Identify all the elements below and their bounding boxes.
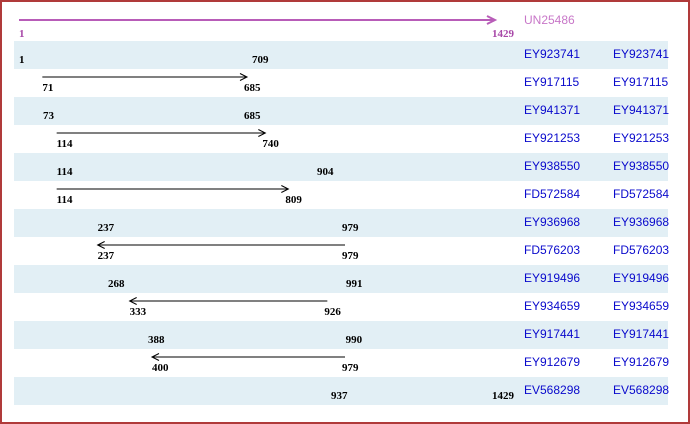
alignment-row: 73 685 EY941371 EY941371 bbox=[14, 97, 670, 125]
accession-link[interactable]: EY912679 bbox=[524, 355, 581, 369]
accession-link[interactable]: EY917441 bbox=[613, 327, 670, 341]
alignment-start-coord: 237 bbox=[97, 222, 115, 234]
alignment-start-coord: 73 bbox=[43, 110, 54, 122]
accession-link[interactable]: FD572584 bbox=[613, 187, 670, 201]
alignment-start-coord: 114 bbox=[56, 166, 73, 178]
accession-link[interactable]: FD572584 bbox=[524, 187, 581, 201]
alignment-start-coord: 71 bbox=[42, 82, 54, 94]
alignment-start-coord: 268 bbox=[108, 278, 125, 290]
alignment-row: 114 809 FD572584 FD572584 bbox=[14, 181, 670, 209]
reference-name-label: UN25486 bbox=[524, 13, 575, 27]
accession-link[interactable]: EY934659 bbox=[524, 299, 581, 313]
alignment-end-coord: 979 bbox=[342, 222, 359, 234]
accession-link[interactable]: EY919496 bbox=[613, 271, 670, 285]
alignment-start-coord: 333 bbox=[129, 306, 147, 318]
alignment-end-coord: 685 bbox=[244, 110, 261, 122]
alignment-row: 71 685 EY917115 EY917115 bbox=[14, 69, 668, 97]
alignment-row: 237 979 FD576203 FD576203 bbox=[14, 237, 670, 265]
alignment-row: 937 1429 EV568298 EV568298 bbox=[14, 377, 670, 405]
alignment-end-coord: 904 bbox=[317, 166, 334, 178]
alignment-start-coord: 114 bbox=[56, 138, 73, 150]
accession-link[interactable]: EY919496 bbox=[524, 271, 581, 285]
alignment-start-coord: 400 bbox=[152, 362, 169, 374]
accession-link[interactable]: EY917115 bbox=[613, 75, 669, 89]
accession-link[interactable]: EY912679 bbox=[613, 355, 670, 369]
alignment-start-coord: 937 bbox=[331, 390, 348, 402]
accession-link[interactable]: EY936968 bbox=[613, 215, 670, 229]
alignment-start-coord: 114 bbox=[56, 194, 73, 206]
alignment-row: 268 991 EY919496 EY919496 bbox=[14, 265, 670, 293]
accession-link[interactable]: EY938550 bbox=[524, 159, 581, 173]
reference-end-coord: 1429 bbox=[492, 28, 514, 40]
alignment-row: 114 740 EY921253 EY921253 bbox=[14, 125, 670, 153]
accession-link[interactable]: EY936968 bbox=[524, 215, 581, 229]
alignment-end-coord: 809 bbox=[285, 194, 302, 206]
accession-link[interactable]: EY921253 bbox=[524, 131, 581, 145]
accession-link[interactable]: FD576203 bbox=[613, 243, 670, 257]
alignment-row: 1 709 EY923741 EY923741 bbox=[14, 41, 670, 69]
alignment-start-coord: 237 bbox=[97, 250, 115, 262]
accession-link[interactable]: EY917115 bbox=[524, 75, 580, 89]
alignment-end-coord: 709 bbox=[252, 54, 269, 66]
accession-link[interactable]: EY938550 bbox=[613, 159, 670, 173]
accession-link[interactable]: EY941371 bbox=[524, 103, 581, 117]
alignment-row: 114 904 EY938550 EY938550 bbox=[14, 153, 670, 181]
alignment-start-coord: 388 bbox=[148, 334, 165, 346]
alignment-end-coord: 1429 bbox=[492, 390, 514, 402]
alignment-row: 400 979 EY912679 EY912679 bbox=[14, 349, 670, 377]
alignment-end-coord: 979 bbox=[342, 362, 359, 374]
alignment-row: 237 979 EY936968 EY936968 bbox=[14, 209, 670, 237]
alignment-end-coord: 926 bbox=[324, 306, 341, 318]
alignment-row: 333 926 EY934659 EY934659 bbox=[14, 293, 670, 321]
reference-start-coord: 1 bbox=[19, 28, 25, 40]
alignment-start-coord: 1 bbox=[19, 54, 25, 66]
accession-link[interactable]: EY923741 bbox=[524, 47, 581, 61]
accession-link[interactable]: EY934659 bbox=[613, 299, 670, 313]
alignment-row: 388 990 EY917441 EY917441 bbox=[14, 321, 670, 349]
accession-link[interactable]: EY923741 bbox=[613, 47, 670, 61]
accession-link[interactable]: EV568298 bbox=[524, 383, 581, 397]
alignment-end-coord: 685 bbox=[244, 82, 261, 94]
alignment-end-coord: 979 bbox=[342, 250, 359, 262]
accession-link[interactable]: EY941371 bbox=[613, 103, 670, 117]
alignment-end-coord: 991 bbox=[346, 278, 363, 290]
accession-link[interactable]: EY917441 bbox=[524, 327, 581, 341]
alignment-end-coord: 990 bbox=[345, 334, 363, 346]
alignment-end-coord: 740 bbox=[262, 138, 279, 150]
accession-link[interactable]: FD576203 bbox=[524, 243, 581, 257]
reference-arrow bbox=[19, 15, 498, 25]
accession-link[interactable]: EY921253 bbox=[613, 131, 670, 145]
accession-link[interactable]: EV568298 bbox=[613, 383, 670, 397]
